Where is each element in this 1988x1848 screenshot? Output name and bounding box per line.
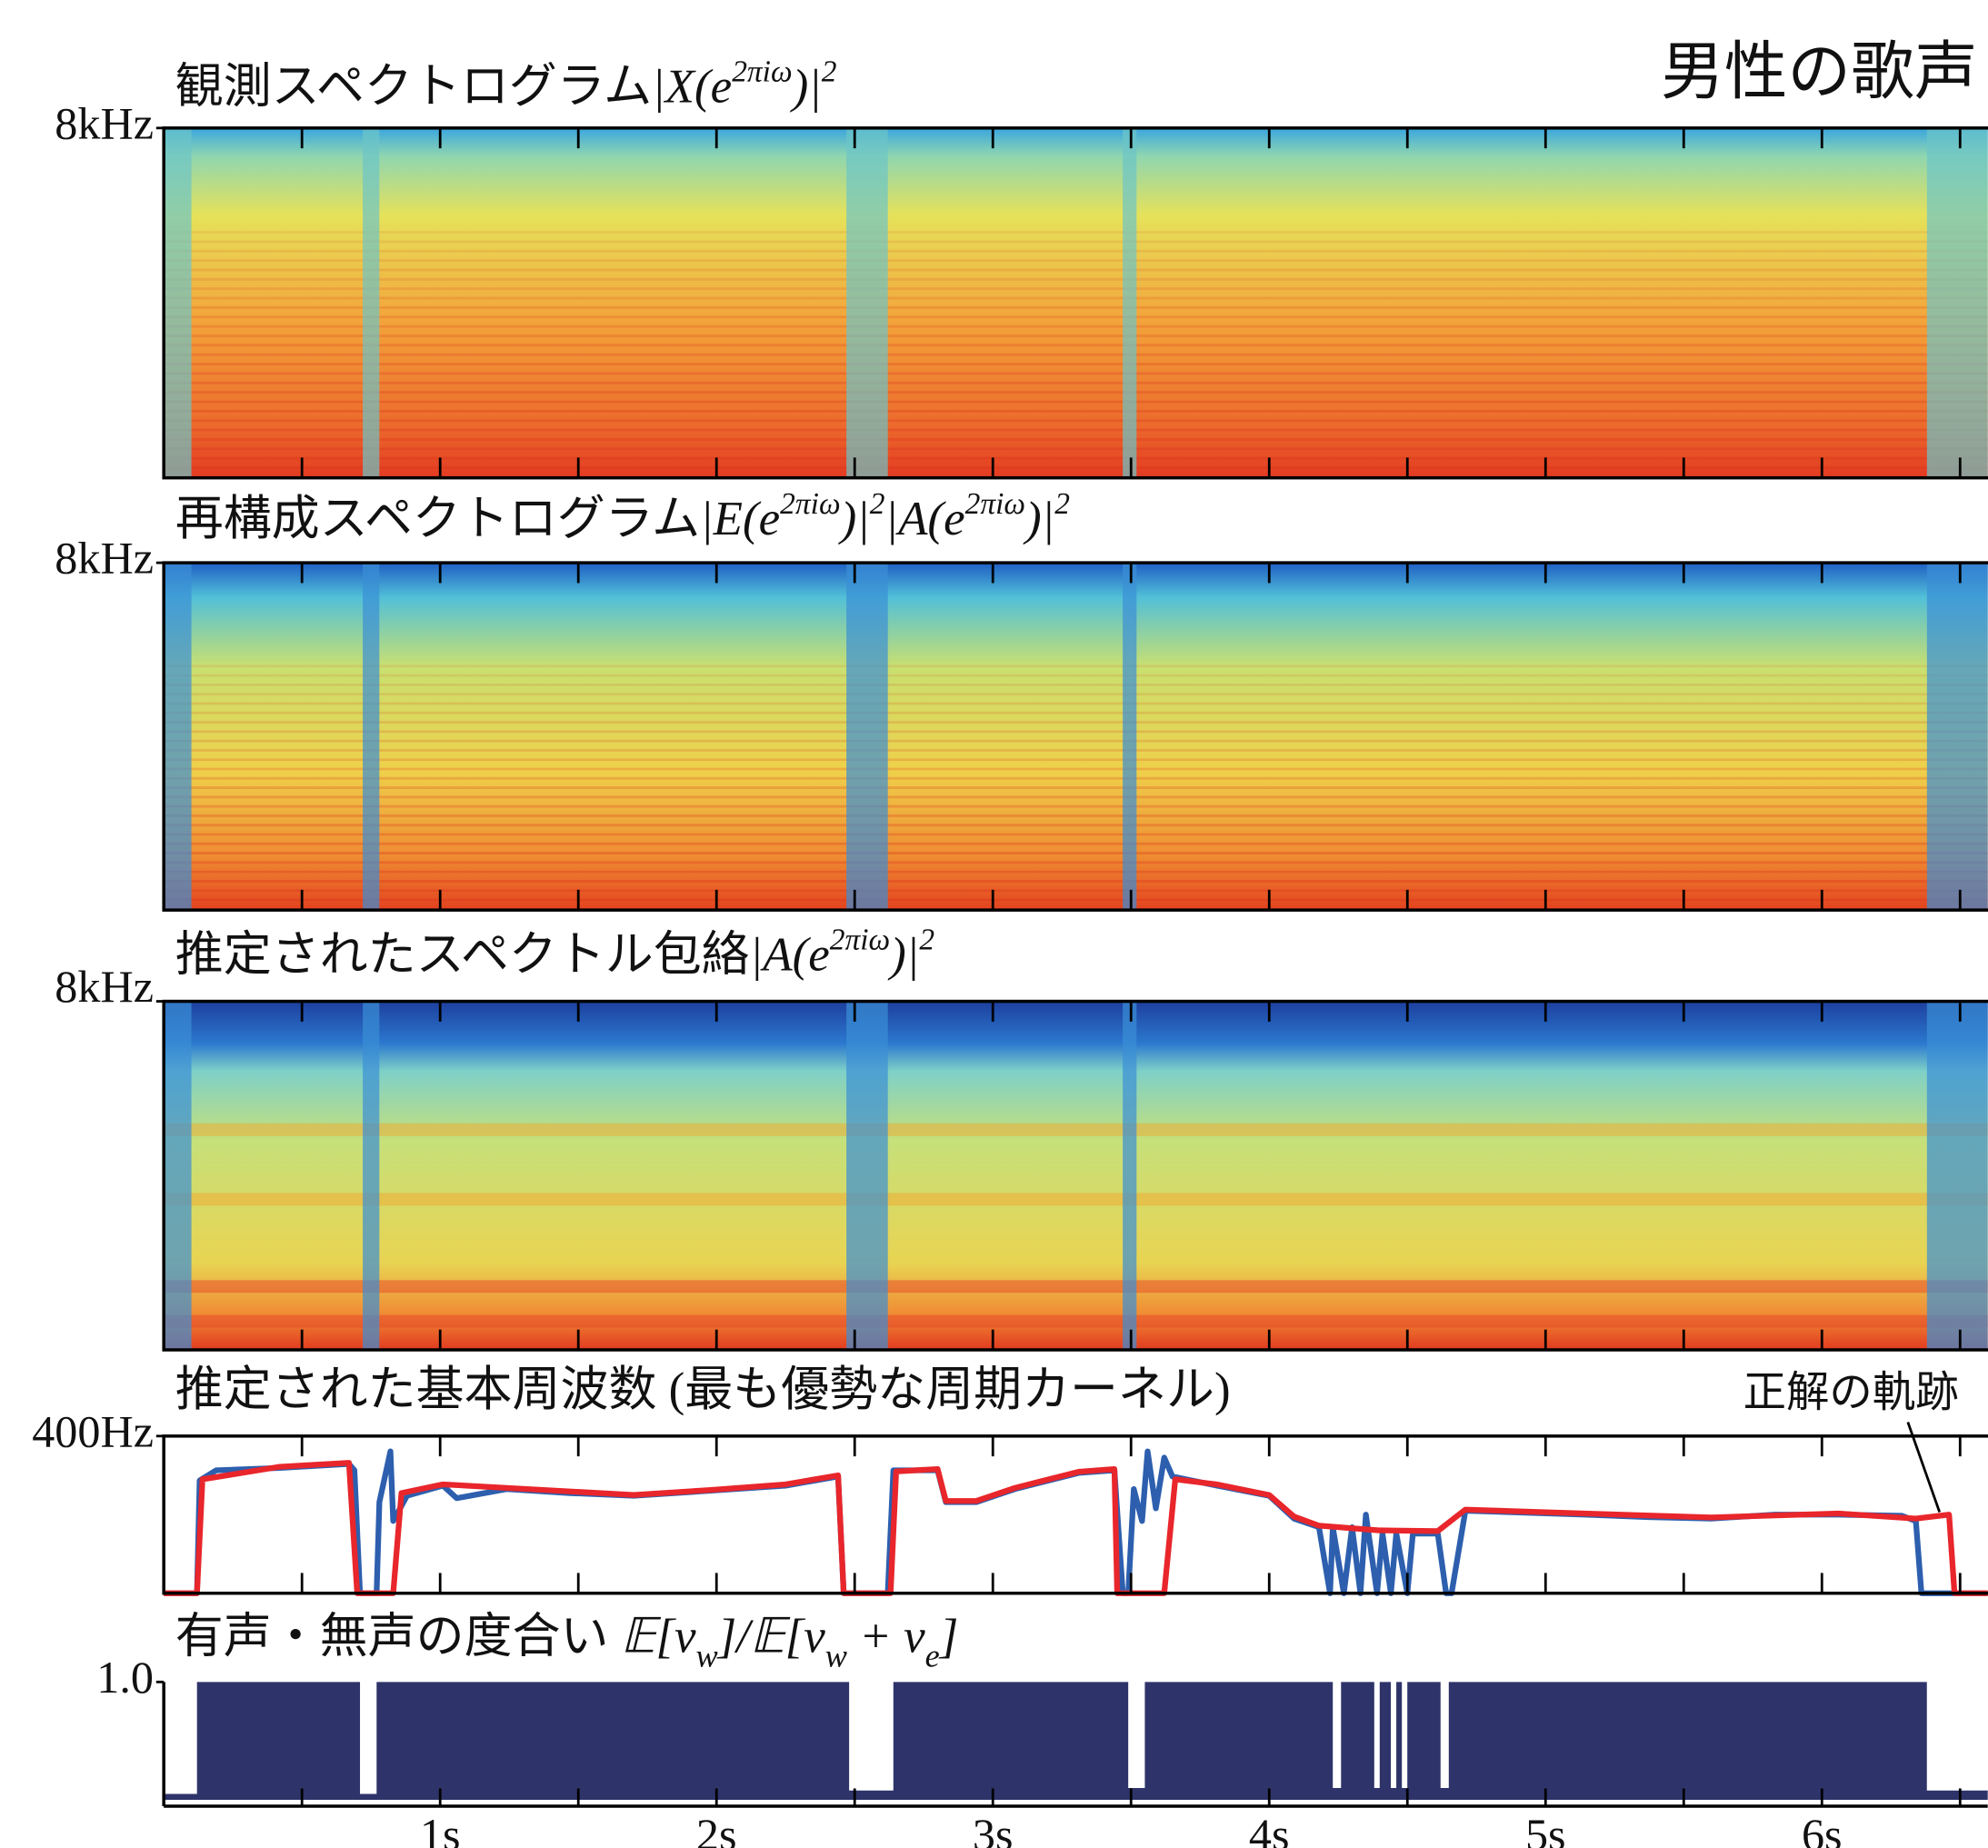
formula-part: e bbox=[925, 1638, 940, 1674]
page: {"title": "男性の歌声", "time_axis": {"xlim":… bbox=[0, 0, 1988, 1848]
x-tick-label: 6s bbox=[1802, 1809, 1843, 1848]
x-tick-label: 5s bbox=[1525, 1809, 1566, 1848]
spectrogram-image bbox=[164, 128, 1988, 478]
formant-band bbox=[164, 1193, 1988, 1205]
formula-part: 2πiω bbox=[830, 924, 890, 957]
y-tick-label: 1.0 bbox=[96, 1652, 154, 1703]
formula-part: 2πiω bbox=[732, 55, 792, 89]
figure-title: 男性の歌声 bbox=[1661, 37, 1978, 107]
formant-band bbox=[164, 1124, 1988, 1136]
x-tick-label: 3s bbox=[973, 1809, 1014, 1848]
formula-part: |E(e bbox=[700, 493, 780, 545]
silence-band bbox=[846, 563, 888, 910]
silence-band bbox=[363, 1002, 379, 1350]
formula-part: )| bbox=[838, 493, 870, 545]
formula-part: 𝔼[ν bbox=[621, 1611, 696, 1663]
panel-title: 再構成スペクトログラム|E(e2πiω)|2|A(e2πiω)|2 bbox=[175, 487, 1070, 545]
voicing-area bbox=[164, 1682, 1988, 1800]
silence-band bbox=[1927, 128, 1988, 478]
formula-part: 2 bbox=[870, 487, 885, 521]
formant-band bbox=[164, 1315, 1988, 1328]
title-text: 観測スペクトログラム bbox=[175, 61, 652, 114]
silence-band bbox=[1927, 563, 1988, 910]
silence-band bbox=[363, 128, 379, 478]
formula-part: |X(e bbox=[652, 61, 732, 114]
spectrogram-image bbox=[164, 1002, 1988, 1350]
formula-part: )| bbox=[1023, 493, 1054, 545]
formula-part: ] bbox=[938, 1611, 959, 1663]
silence-band bbox=[846, 128, 888, 478]
figure: 男性の歌声 観測スペクトログラム|X(e2πiω)|28kHz再構成スペクトログ… bbox=[0, 0, 1988, 1848]
silence-band bbox=[1927, 1002, 1988, 1350]
silence-band bbox=[1123, 563, 1136, 910]
silence-band bbox=[164, 128, 191, 478]
silence-band bbox=[164, 563, 191, 910]
title-text: 推定されたスペクトル包絡 bbox=[175, 929, 750, 982]
formula-part: )| bbox=[790, 61, 822, 114]
y-tick-label: 8kHz bbox=[55, 533, 154, 584]
formant-band bbox=[164, 1280, 1988, 1293]
title-text: 再構成スペクトログラム bbox=[175, 493, 700, 545]
f0-line bbox=[164, 1463, 1988, 1593]
x-tick-label: 1s bbox=[420, 1809, 461, 1848]
silence-band bbox=[363, 563, 379, 910]
formula-part: 2 bbox=[919, 924, 934, 957]
panel-title: 推定された基本周波数 (最も優勢な周期カーネル) bbox=[175, 1364, 1231, 1416]
silence-band bbox=[164, 1002, 191, 1350]
formula-part: 2 bbox=[822, 55, 837, 89]
formula-part: w bbox=[695, 1638, 717, 1674]
formula-part: 2πiω bbox=[780, 487, 840, 521]
silence-band bbox=[846, 1002, 888, 1350]
panel-title: 推定されたスペクトル包絡|A(e2πiω)|2 bbox=[175, 924, 934, 982]
silence-band bbox=[1123, 1002, 1136, 1350]
annotation: 正解の軌跡 bbox=[1743, 1369, 1959, 1416]
title-text: 有声・無声の度合い bbox=[175, 1611, 621, 1663]
x-tick-label: 2s bbox=[696, 1809, 737, 1848]
silence-band bbox=[1123, 128, 1136, 478]
formula-part: )| bbox=[887, 929, 919, 982]
panel-title: 有声・無声の度合い 𝔼[νw]/𝔼[νw + νe] bbox=[175, 1611, 959, 1674]
formula-part: ]/𝔼[ν bbox=[716, 1611, 826, 1663]
formula-part: 2 bbox=[1054, 487, 1070, 521]
title-text: 推定された基本周波数 (最も優勢な周期カーネル) bbox=[175, 1364, 1231, 1416]
formula-part: |A(e bbox=[885, 493, 965, 545]
y-tick-label: 8kHz bbox=[55, 961, 154, 1012]
spectrogram-image bbox=[164, 563, 1988, 910]
formula-part: w bbox=[825, 1638, 847, 1674]
formula-part: 2πiω bbox=[965, 487, 1025, 521]
y-tick-label: 400Hz bbox=[32, 1405, 154, 1456]
y-tick-label: 8kHz bbox=[55, 97, 154, 148]
formula-part: |A(e bbox=[750, 929, 830, 982]
panel-title: 観測スペクトログラム|X(e2πiω)|2 bbox=[175, 55, 837, 114]
formula-part: + ν bbox=[847, 1611, 925, 1663]
x-tick-label: 4s bbox=[1249, 1809, 1290, 1848]
